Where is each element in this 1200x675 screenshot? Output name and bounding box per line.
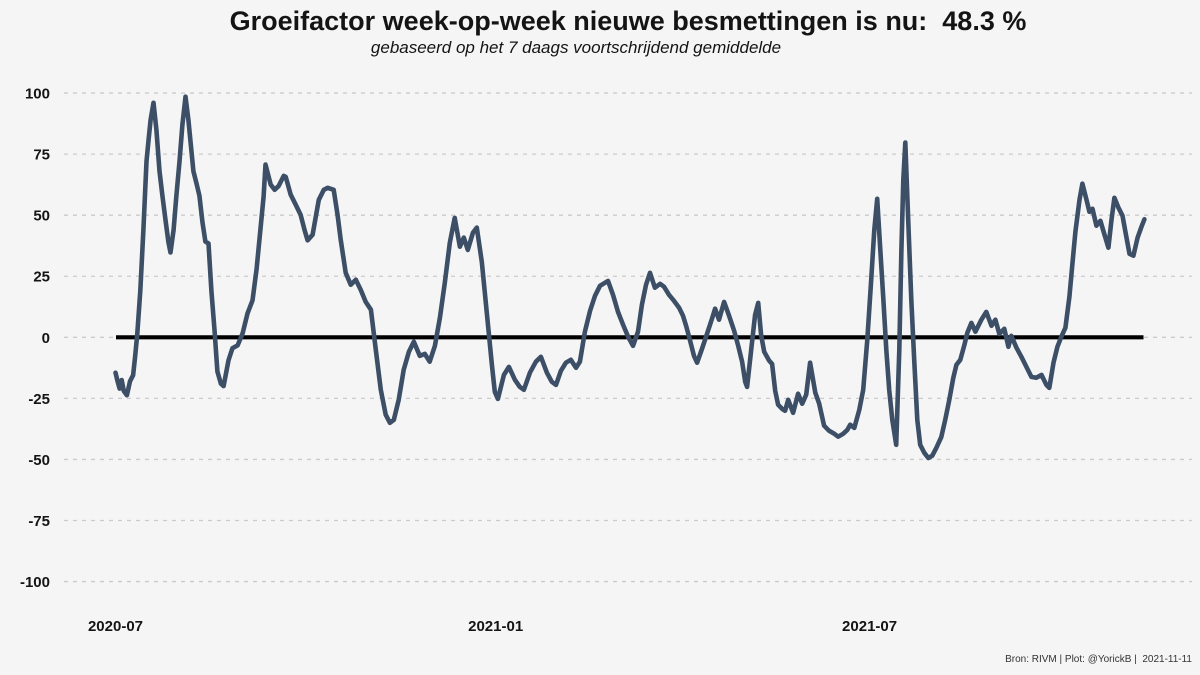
y-tick-label: -25 xyxy=(28,391,50,408)
chart-title: Groeifactor week-op-week nieuwe besmetti… xyxy=(229,6,1027,36)
y-tick-label: 0 xyxy=(42,330,50,347)
source-credit: Bron: RIVM | Plot: @YorickB | 2021-11-11 xyxy=(1005,654,1192,665)
x-tick-label: 2020-07 xyxy=(88,618,143,635)
y-tick-label: -100 xyxy=(20,574,50,591)
x-tick-label: 2021-01 xyxy=(468,618,523,635)
x-tick-label: 2021-07 xyxy=(842,618,897,635)
y-tick-label: 100 xyxy=(25,86,50,103)
y-tick-label: 75 xyxy=(33,147,50,164)
y-tick-label: -50 xyxy=(28,452,50,469)
y-tick-label: -75 xyxy=(28,513,50,530)
y-tick-label: 25 xyxy=(33,269,50,286)
y-tick-label: 50 xyxy=(33,208,50,225)
chart-subtitle: gebaseerd op het 7 daags voortschrijdend… xyxy=(370,38,782,57)
data-line xyxy=(113,94,1147,461)
